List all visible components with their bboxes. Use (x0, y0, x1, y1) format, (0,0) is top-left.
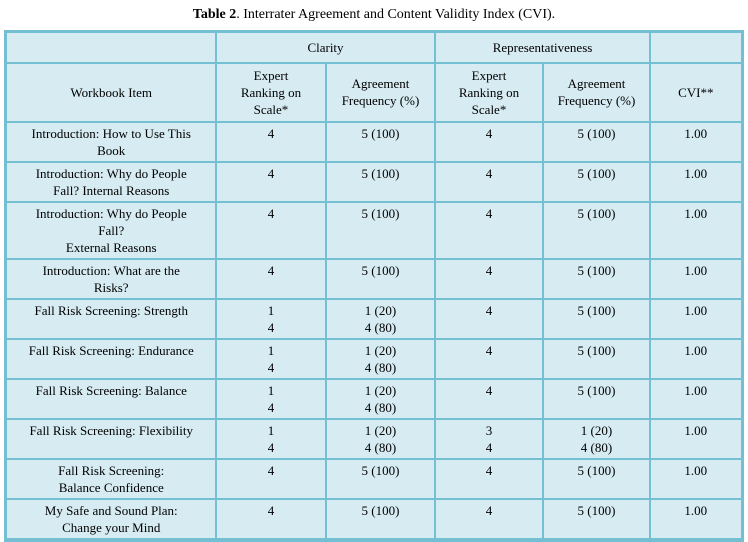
col-header-clarity-freq: Agreement Frequency (%) (324, 61, 437, 123)
cell-rep-rank: 4 (434, 257, 544, 300)
cvi-table: Clarity Representativeness Workbook Item… (4, 30, 744, 542)
cell-rep-rank: 3 4 (434, 417, 544, 460)
table-row: Introduction: What are the Risks? 4 5 (1… (4, 257, 744, 300)
cell-rep-rank: 4 (434, 337, 544, 380)
cell-cvi: 1.00 (649, 257, 744, 300)
table-row: Fall Risk Screening: Balance Confidence … (4, 457, 744, 500)
cell-clarity-freq: 1 (20) 4 (80) (324, 417, 437, 460)
table-row: Introduction: Why do People Fall? Extern… (4, 200, 744, 260)
col-header-cvi: CVI** (649, 61, 744, 123)
cell-clarity-freq: 5 (100) (324, 457, 437, 500)
cell-clarity-freq: 1 (20) 4 (80) (324, 337, 437, 380)
table-row: Fall Risk Screening: Balance 1 4 1 (20) … (4, 377, 744, 420)
table-caption-text: . Interrater Agreement and Content Valid… (236, 7, 556, 22)
table-row: Fall Risk Screening: Strength 1 4 1 (20)… (4, 297, 744, 340)
cell-rep-rank: 4 (434, 120, 544, 163)
cell-cvi: 1.00 (649, 160, 744, 203)
cell-clarity-freq: 5 (100) (324, 200, 437, 260)
cell-cvi: 1.00 (649, 297, 744, 340)
cell-rep-freq: 5 (100) (541, 297, 652, 340)
table-group-header-row: Clarity Representativeness (4, 30, 744, 64)
table-row: Fall Risk Screening: Endurance 1 4 1 (20… (4, 337, 744, 380)
cell-clarity-freq: 5 (100) (324, 497, 437, 541)
table-caption-number: Table 2 (192, 7, 237, 22)
col-header-rep-rank: Expert Ranking on Scale* (434, 61, 544, 123)
cell-rep-rank: 4 (434, 160, 544, 203)
cell-item: Fall Risk Screening: Flexibility (4, 417, 217, 460)
cell-rep-freq: 5 (100) (541, 457, 652, 500)
col-header-workbook-item: Workbook Item (4, 61, 217, 123)
cell-item: Introduction: Why do People Fall? Extern… (4, 200, 217, 260)
cell-rep-rank: 4 (434, 497, 544, 541)
cell-cvi: 1.00 (649, 497, 744, 541)
cell-clarity-rank: 4 (214, 200, 327, 260)
cell-clarity-rank: 1 4 (214, 417, 327, 460)
cell-clarity-freq: 1 (20) 4 (80) (324, 377, 437, 420)
cell-cvi: 1.00 (649, 457, 744, 500)
cell-cvi: 1.00 (649, 377, 744, 420)
cell-rep-freq: 5 (100) (541, 497, 652, 541)
cell-rep-rank: 4 (434, 377, 544, 420)
table-row: Introduction: How to Use This Book 4 5 (… (4, 120, 744, 163)
cell-clarity-rank: 4 (214, 120, 327, 163)
cell-cvi: 1.00 (649, 120, 744, 163)
cell-clarity-rank: 1 4 (214, 377, 327, 420)
cell-clarity-freq: 5 (100) (324, 160, 437, 203)
cell-item: Fall Risk Screening: Endurance (4, 337, 217, 380)
cell-clarity-rank: 4 (214, 257, 327, 300)
group-header-representativeness: Representativeness (433, 30, 652, 64)
col-header-clarity-rank: Expert Ranking on Scale* (214, 61, 327, 123)
cell-item: My Safe and Sound Plan: Change your Mind (4, 497, 217, 541)
cell-rep-freq: 5 (100) (541, 337, 652, 380)
cell-clarity-freq: 1 (20) 4 (80) (324, 297, 437, 340)
empty-corner-cell (4, 30, 217, 64)
cell-rep-freq: 5 (100) (541, 120, 652, 163)
table-row: Fall Risk Screening: Flexibility 1 4 1 (… (4, 417, 744, 460)
cell-rep-freq: 1 (20) 4 (80) (541, 417, 652, 460)
cell-rep-rank: 4 (434, 457, 544, 500)
cell-item: Introduction: How to Use This Book (4, 120, 217, 163)
table-caption: Table 2. Interrater Agreement and Conten… (0, 0, 748, 24)
cell-rep-freq: 5 (100) (541, 377, 652, 420)
table-row: Introduction: Why do People Fall? Intern… (4, 160, 744, 203)
cell-clarity-freq: 5 (100) (324, 257, 437, 300)
cell-cvi: 1.00 (649, 200, 744, 260)
cell-clarity-rank: 4 (214, 160, 327, 203)
cell-item: Introduction: What are the Risks? (4, 257, 217, 300)
table-row: My Safe and Sound Plan: Change your Mind… (4, 497, 744, 541)
group-header-clarity: Clarity (214, 30, 437, 64)
cell-item: Fall Risk Screening: Balance Confidence (4, 457, 217, 500)
cell-clarity-rank: 4 (214, 497, 327, 541)
empty-corner-cell (649, 30, 744, 64)
cell-rep-freq: 5 (100) (541, 257, 652, 300)
cell-rep-freq: 5 (100) (541, 200, 652, 260)
cell-clarity-rank: 1 4 (214, 337, 327, 380)
cell-cvi: 1.00 (649, 417, 744, 460)
cell-item: Fall Risk Screening: Balance (4, 377, 217, 420)
cell-cvi: 1.00 (649, 337, 744, 380)
cell-item: Introduction: Why do People Fall? Intern… (4, 160, 217, 203)
cell-clarity-rank: 1 4 (214, 297, 327, 340)
cell-item: Fall Risk Screening: Strength (4, 297, 217, 340)
cell-clarity-rank: 4 (214, 457, 327, 500)
cell-clarity-freq: 5 (100) (324, 120, 437, 163)
table-column-header-row: Workbook Item Expert Ranking on Scale* A… (4, 61, 744, 123)
col-header-rep-freq: Agreement Frequency (%) (541, 61, 652, 123)
cell-rep-rank: 4 (434, 297, 544, 340)
cell-rep-rank: 4 (434, 200, 544, 260)
cell-rep-freq: 5 (100) (541, 160, 652, 203)
